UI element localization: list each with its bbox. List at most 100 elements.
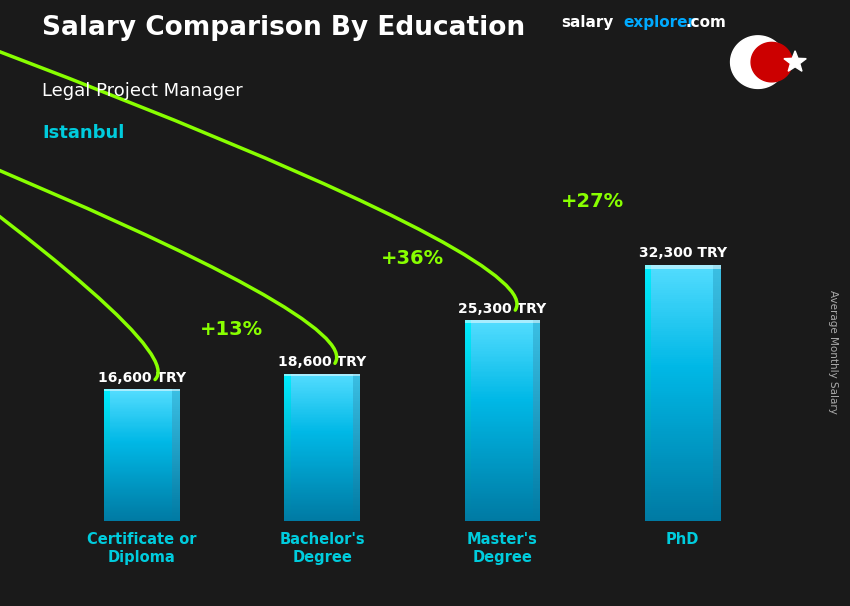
Bar xyxy=(465,359,533,361)
Bar xyxy=(173,463,179,464)
Bar xyxy=(284,505,291,507)
Bar xyxy=(533,482,541,484)
Bar xyxy=(104,509,173,510)
Bar xyxy=(104,406,173,407)
Bar xyxy=(104,399,111,401)
Bar xyxy=(645,425,713,427)
Bar xyxy=(465,384,471,385)
Bar xyxy=(533,476,541,478)
Bar xyxy=(713,322,721,325)
Bar xyxy=(645,468,651,470)
Bar xyxy=(533,518,541,519)
Bar xyxy=(173,509,179,510)
Bar xyxy=(284,507,353,508)
Bar xyxy=(465,321,471,322)
Bar xyxy=(173,458,179,459)
Bar xyxy=(104,390,111,391)
Bar xyxy=(713,504,721,506)
Bar xyxy=(104,484,173,485)
Bar xyxy=(284,462,291,464)
Bar xyxy=(533,456,541,458)
Bar xyxy=(353,378,360,379)
Bar xyxy=(533,422,541,424)
Bar xyxy=(465,453,533,454)
Bar xyxy=(533,519,541,521)
Bar xyxy=(533,401,541,402)
Bar xyxy=(645,363,651,365)
Bar xyxy=(104,468,173,470)
Bar xyxy=(645,436,651,438)
Bar xyxy=(284,430,353,431)
Bar xyxy=(533,325,541,327)
Bar xyxy=(104,510,173,511)
Bar xyxy=(465,385,471,387)
Bar xyxy=(353,419,360,421)
Bar xyxy=(104,473,111,474)
Bar xyxy=(173,420,179,421)
Bar xyxy=(645,489,651,491)
Bar xyxy=(645,410,651,412)
Bar xyxy=(284,453,291,454)
Bar xyxy=(645,465,713,468)
Bar xyxy=(533,347,541,349)
Bar xyxy=(645,464,651,465)
Bar xyxy=(645,308,651,310)
Bar xyxy=(353,451,360,452)
Bar xyxy=(645,276,713,278)
Bar xyxy=(465,411,471,413)
Bar xyxy=(284,500,291,502)
Bar xyxy=(465,342,533,344)
Bar xyxy=(284,493,291,494)
Bar xyxy=(533,396,541,398)
Bar xyxy=(465,424,471,426)
Bar xyxy=(104,517,111,518)
Bar xyxy=(284,393,291,395)
Bar xyxy=(104,393,111,394)
Bar xyxy=(284,445,353,446)
Bar xyxy=(465,462,471,464)
Bar xyxy=(284,438,291,439)
Bar xyxy=(465,421,471,422)
Bar xyxy=(533,453,541,454)
Bar xyxy=(104,438,111,439)
Bar xyxy=(465,427,471,429)
Bar xyxy=(465,449,471,451)
Bar xyxy=(353,479,360,481)
Bar xyxy=(284,424,353,425)
Bar xyxy=(645,284,713,286)
Bar xyxy=(465,441,533,442)
Bar xyxy=(533,427,541,429)
Bar xyxy=(645,353,713,355)
Bar xyxy=(104,406,111,407)
Bar xyxy=(173,429,179,430)
Bar xyxy=(353,516,360,518)
Bar xyxy=(104,397,111,398)
Bar xyxy=(284,418,353,419)
Bar xyxy=(173,499,179,501)
Bar xyxy=(645,468,713,470)
Bar xyxy=(645,448,651,451)
Bar xyxy=(353,503,360,504)
Text: Average Monthly Salary: Average Monthly Salary xyxy=(828,290,838,413)
Bar xyxy=(465,478,533,479)
Bar xyxy=(173,487,179,488)
Bar xyxy=(284,481,291,482)
Bar xyxy=(645,327,651,329)
Bar xyxy=(533,471,541,473)
Bar xyxy=(173,436,179,437)
Bar xyxy=(104,429,173,430)
Bar xyxy=(645,472,651,474)
Bar xyxy=(533,508,541,510)
Bar xyxy=(284,387,353,388)
Bar xyxy=(284,515,291,516)
Bar xyxy=(284,479,291,481)
Bar xyxy=(713,339,721,342)
Bar xyxy=(645,395,713,398)
Bar xyxy=(533,478,541,479)
Bar xyxy=(645,318,713,321)
Bar xyxy=(104,396,111,397)
Bar xyxy=(465,327,533,328)
Bar xyxy=(353,471,360,472)
Bar xyxy=(645,378,651,380)
Bar xyxy=(533,439,541,441)
